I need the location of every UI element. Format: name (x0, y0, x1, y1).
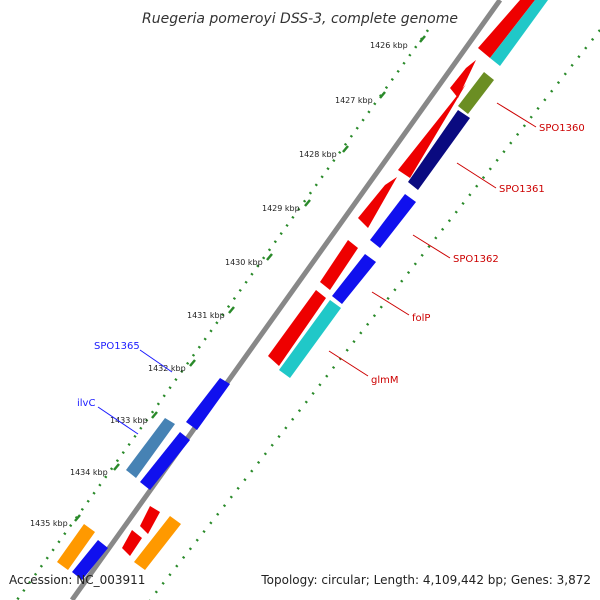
tick-label: 1427 kbp (335, 96, 373, 105)
gene-feature[interactable] (458, 72, 494, 114)
gene-feature[interactable] (370, 194, 416, 248)
gene-feature[interactable] (140, 432, 190, 490)
tick-label: 1431 kbp (187, 311, 225, 320)
gene-label-spo1365[interactable]: SPO1365 (94, 341, 140, 352)
tick-label: 1430 kbp (225, 258, 263, 267)
gene-feature[interactable] (398, 84, 466, 178)
tick-label: 1428 kbp (299, 150, 337, 159)
gene-label-ilvc[interactable]: ilvC (77, 398, 95, 409)
gene-feature[interactable] (320, 240, 358, 290)
genome-backbone (69, 0, 503, 600)
gene-feature[interactable] (72, 540, 108, 580)
gene-feature[interactable] (358, 177, 397, 228)
gene-feature[interactable] (122, 530, 142, 556)
gene-feature[interactable] (332, 254, 376, 304)
tick-label: 1429 kbp (262, 204, 300, 213)
gene-feature[interactable] (140, 506, 160, 534)
outer-dotted-track (15, 29, 430, 600)
gene-labels: SPO1360 SPO1361 SPO1362 folP glmM SPO136… (77, 102, 585, 435)
gene-feature[interactable] (279, 300, 341, 378)
gene-feature[interactable] (126, 418, 175, 478)
kbp-ticks: 1426 kbp 1427 kbp 1428 kbp 1429 kbp 1430… (30, 35, 426, 528)
inner-dotted-track (149, 29, 600, 600)
forward-gene-track (122, 0, 535, 556)
gene-label-spo1361[interactable]: SPO1361 (499, 184, 545, 195)
gene-feature[interactable] (450, 60, 476, 98)
gene-feature[interactable] (408, 110, 470, 190)
accession-text: Accession: NC_003911 (9, 573, 146, 587)
tick-label: 1426 kbp (370, 41, 408, 50)
topology-text: Topology: circular; Length: 4,109,442 bp… (261, 573, 591, 587)
gene-feature[interactable] (478, 0, 535, 58)
gene-feature[interactable] (57, 524, 95, 570)
gene-feature[interactable] (490, 0, 548, 66)
map-title: Ruegeria pomeroyi DSS-3, complete genome (142, 11, 458, 27)
gene-feature[interactable] (134, 516, 181, 570)
tick-label: 1434 kbp (70, 468, 108, 477)
gene-feature[interactable] (268, 290, 326, 366)
gene-label-spo1362[interactable]: SPO1362 (453, 254, 499, 265)
reverse-gene-track (57, 0, 548, 580)
gene-label-glmm[interactable]: glmM (371, 375, 399, 386)
tick-label: 1435 kbp (30, 519, 68, 528)
tick-label: 1433 kbp (110, 416, 148, 425)
gene-label-spo1360[interactable]: SPO1360 (539, 123, 585, 134)
gene-feature[interactable] (186, 378, 230, 430)
gene-label-folp[interactable]: folP (412, 313, 430, 324)
